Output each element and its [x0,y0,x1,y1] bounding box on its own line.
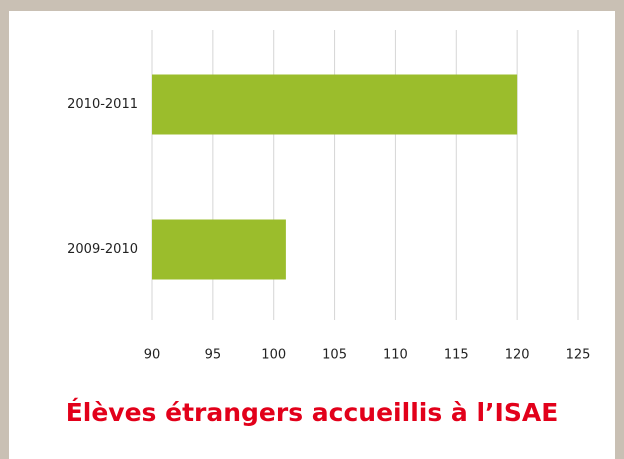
bar [152,219,286,280]
x-tick-label: 105 [322,348,347,363]
x-tick-label: 120 [505,348,530,363]
bar [152,74,518,135]
x-tick-label: 115 [444,348,469,363]
x-tick-label: 125 [566,348,591,363]
chart-title: Élèves étrangers accueillis à l’ISAE [66,398,559,427]
x-tick-label: 95 [205,348,222,363]
x-tick-label: 100 [261,348,286,363]
x-tick-label: 90 [144,348,161,363]
y-tick-label: 2010-2011 [67,97,138,112]
y-tick-label: 2009-2010 [67,242,138,257]
x-tick-label: 110 [383,348,408,363]
